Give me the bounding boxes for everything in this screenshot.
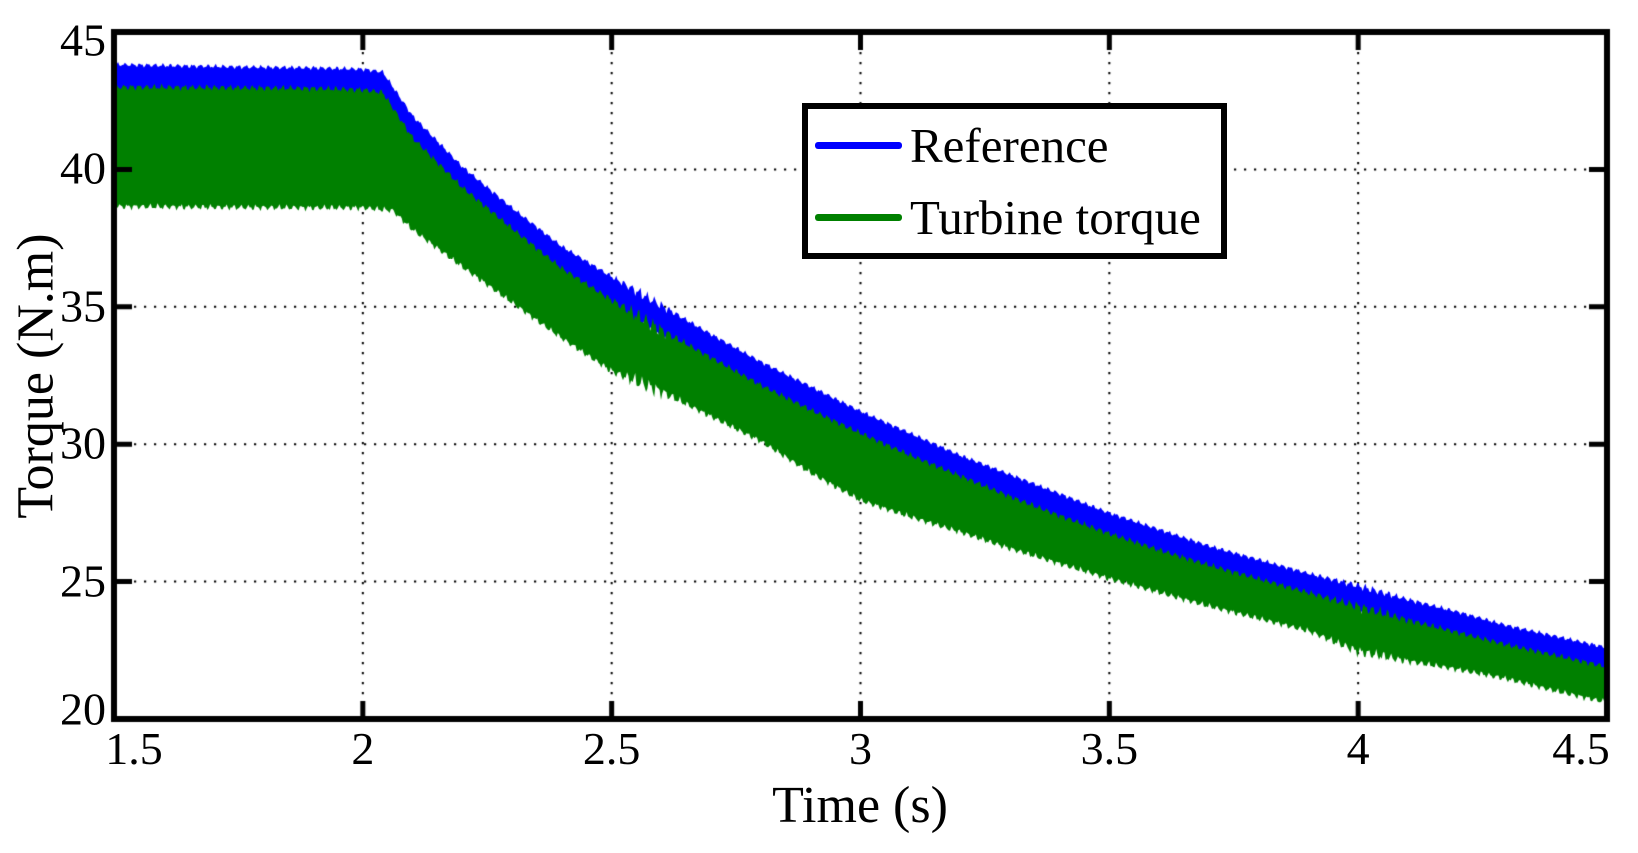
legend-label-reference: Reference [910,117,1109,173]
x-tick-label-2.5: 2.5 [582,723,641,774]
x-axis-title: Time (s) [772,777,948,834]
x-tick-label-4.5: 4.5 [1552,723,1610,774]
y-tick-label-45: 45 [60,14,106,66]
legend-box: Reference Turbine torque [802,103,1227,259]
x-tick-label-3.5: 3.5 [1080,723,1139,774]
y-tick-label-20: 20 [60,683,106,735]
y-tick-label-40: 40 [60,142,106,194]
turbine-torque-line-icon [815,213,902,221]
y-tick-label-30: 30 [60,417,106,469]
reference-line-icon [815,141,902,149]
y-tick-label-25: 25 [60,555,106,607]
x-tick-label-3: 3 [849,723,872,774]
legend-label-turbine-torque: Turbine torque [910,189,1201,245]
y-axis-title: Torque (N.m) [7,233,65,519]
x-tick-label-1.5: 1.5 [105,723,163,774]
x-tick-label-4: 4 [1346,723,1370,774]
x-tick-label-2: 2 [351,723,375,774]
y-tick-label-35: 35 [60,280,106,332]
legend-entry-turbine-torque: Turbine torque [808,181,1221,253]
legend-entry-reference: Reference [808,109,1221,181]
